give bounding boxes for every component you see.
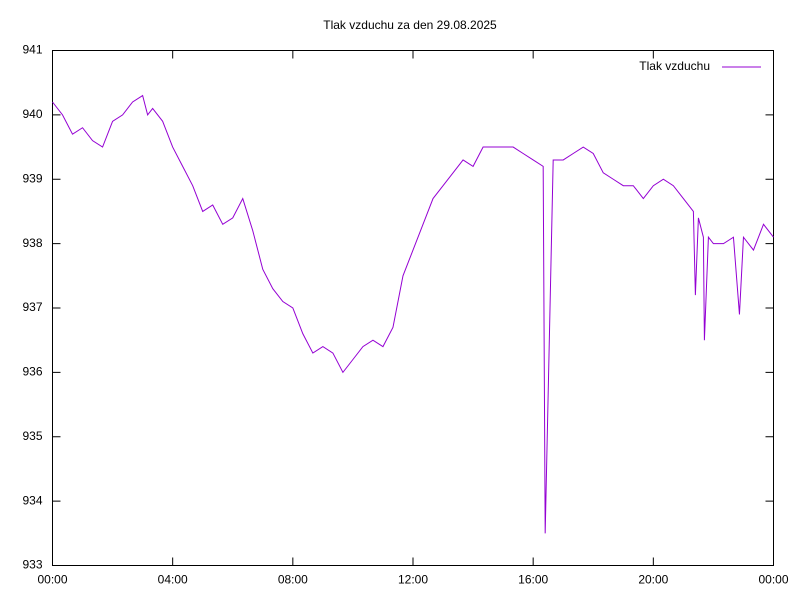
y-tick-label: 936	[22, 365, 42, 379]
y-tick-label: 937	[22, 300, 42, 314]
data-line	[52, 94, 774, 534]
chart-title: Tlak vzduchu za den 29.08.2025	[323, 18, 497, 32]
y-tick-label: 941	[22, 43, 42, 57]
x-tick-label: 12:00	[398, 573, 428, 587]
x-tick-label: 00:00	[37, 573, 67, 587]
x-tick-label: 08:00	[278, 573, 308, 587]
y-tick-label: 940	[22, 107, 42, 121]
y-tick-label: 935	[22, 429, 42, 443]
y-tick-label: 933	[22, 558, 42, 572]
x-tick-label: 00:00	[758, 573, 788, 587]
x-tick-label: 16:00	[518, 573, 548, 587]
y-tick-label: 934	[22, 493, 42, 507]
y-tick-label: 938	[22, 236, 42, 250]
x-tick-label: 20:00	[638, 573, 668, 587]
legend-label: Tlak vzduchu	[639, 59, 710, 73]
y-tick-label: 939	[22, 171, 42, 185]
x-tick-label: 04:00	[158, 573, 188, 587]
